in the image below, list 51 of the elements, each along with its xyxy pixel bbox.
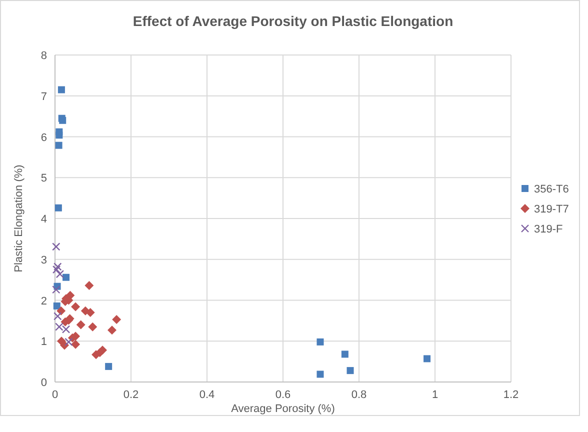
point — [108, 326, 116, 335]
point — [58, 86, 65, 94]
point — [56, 132, 63, 139]
legend-label: 319-F — [534, 224, 564, 236]
point — [52, 286, 60, 294]
point — [84, 281, 94, 290]
y-tick-label: 7 — [40, 90, 47, 103]
point — [71, 340, 80, 349]
chart-title: Effect of Average Porosity on Plastic Elongation — [132, 13, 454, 29]
y-axis-title: Plastic Elongation (%) — [13, 164, 25, 272]
point — [105, 362, 112, 370]
point — [55, 142, 62, 149]
legend-label: 319-T7 — [534, 204, 569, 216]
point — [54, 312, 62, 320]
y-tick-label: 6 — [40, 132, 47, 144]
y-tick-label: 4 — [40, 214, 47, 226]
x-tick-label: 0.2 — [123, 389, 139, 401]
point — [60, 340, 69, 350]
y-tick-label: 0 — [40, 377, 47, 389]
point — [424, 355, 431, 362]
y-tick-label: 2 — [40, 295, 47, 308]
x-tick-label: 0.4 — [199, 389, 215, 401]
y-tick-label: 5 — [40, 172, 47, 185]
point — [52, 242, 60, 251]
point — [341, 350, 348, 358]
point — [71, 302, 80, 312]
point — [62, 274, 70, 281]
legend-label: 356-T6 — [534, 184, 569, 196]
point — [54, 204, 62, 212]
x-tick-label: 0.6 — [275, 389, 291, 401]
point — [52, 265, 61, 274]
x-axis-title: Average Porosity (%) — [231, 403, 335, 415]
point — [88, 322, 98, 332]
point — [54, 262, 62, 271]
x-tick-label: 0 — [52, 389, 58, 401]
point — [53, 302, 60, 310]
y-tick-label: 8 — [40, 50, 47, 62]
point — [56, 306, 66, 316]
point — [316, 338, 324, 346]
y-tick-label: 1 — [40, 336, 47, 348]
point — [98, 346, 107, 355]
y-tick-label: 3 — [40, 254, 47, 266]
x-tick-label: 1.2 — [503, 389, 519, 401]
x-tick-label: 0.8 — [351, 389, 367, 401]
point — [316, 370, 324, 378]
point — [64, 338, 73, 346]
point — [112, 314, 122, 324]
x-tick-label: 1 — [432, 389, 438, 401]
point — [56, 270, 64, 278]
point — [76, 320, 86, 330]
point — [346, 367, 354, 374]
